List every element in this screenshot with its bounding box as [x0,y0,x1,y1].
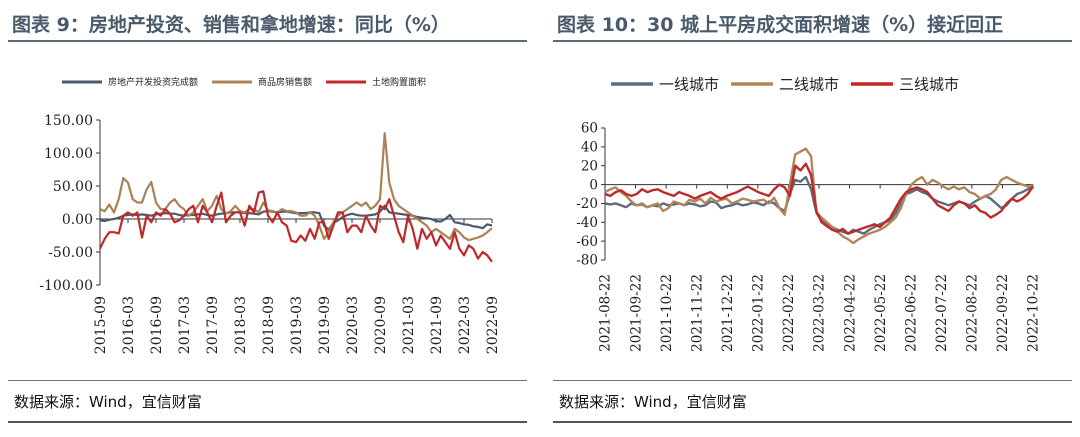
left-xtick-label-3: 2017-03 [177,296,193,354]
right-title-bar: 图表 10：30 城上平房成交面积增速（%）接近回正 [553,6,1072,42]
right-xtick-label-3: 2021-11-22 [689,274,705,352]
left-xtick-label-10: 2020-09 [373,296,389,354]
right-xtick-label-6: 2022-02-22 [781,274,797,352]
left-ytick-label-5: 150.00 [44,113,93,129]
left-legend-label-0: 房地产开发投资完成额 [108,76,198,88]
left-xtick-label-6: 2018-09 [261,296,277,354]
right-xtick-label-11: 2022-07-22 [934,274,950,352]
left-chart-panel: 图表 9：房地产投资、销售和拿地增速：同比（%） 房地产开发投资完成额 商品房销售… [0,0,535,437]
left-xtick-label-9: 2020-03 [345,296,361,354]
left-xtick-label-13: 2022-03 [457,296,473,354]
right-series-line-1 [604,147,1034,245]
left-xtick-label-14: 2022-09 [485,296,501,354]
right-ytick-label-0: -80 [576,253,598,269]
right-ytick-label-6: 40 [581,140,598,156]
left-ytick-label-4: 100.00 [44,146,93,162]
right-chart-title: 图表 10：30 城上平房成交面积增速（%）接近回正 [557,14,1004,36]
right-xtick-label-1: 2021-09-22 [628,274,644,352]
left-line-chart: 房地产开发投资完成额 商品房销售额 土地购置面积 -100.00 -50.00 0.00 5… [39,76,501,354]
right-ytick-label-1: -60 [576,234,598,250]
right-chart-panel: 图表 10：30 城上平房成交面积增速（%）接近回正 一线城市 二线城市 三线城市 -… [545,0,1080,437]
right-xtick-label-10: 2022-06-22 [903,274,919,352]
right-line-chart: 一线城市 二线城市 三线城市 -80 -60 -40 -20 0 20 40 60 2021-08-2… [576,75,1042,352]
left-xtick-label-11: 2021-03 [401,296,417,354]
left-xtick-label-8: 2019-09 [317,296,333,354]
left-xtick-label-2: 2016-09 [149,296,165,354]
left-series-line-2 [99,190,493,263]
right-xtick-label-14: 2022-10-22 [1026,274,1042,352]
right-ytick-label-3: -20 [576,196,598,212]
left-xtick-label-7: 2019-03 [289,296,305,354]
right-legend-label-0: 一线城市 [659,75,719,93]
right-xtick-label-13: 2022-09-22 [995,274,1011,352]
right-ytick-label-2: -40 [576,215,598,231]
right-xtick-label-12: 2022-08-22 [965,274,981,352]
right-source-text: 数据来源：Wind，宜信财富 [559,393,747,411]
right-source-bar: 数据来源：Wind，宜信财富 [553,380,1072,423]
left-xtick-label-5: 2018-03 [233,296,249,354]
left-series-line-0 [99,204,493,231]
left-ytick-label-3: 50.00 [53,179,93,195]
left-source-bar: 数据来源：Wind，宜信财富 [8,380,527,423]
right-legend-label-1: 二线城市 [779,75,839,93]
left-ytick-label-1: -50.00 [48,245,93,261]
left-legend-label-2: 土地购置面积 [372,76,426,88]
right-legend-label-2: 三线城市 [899,75,959,93]
right-xtick-label-8: 2022-04-22 [842,274,858,352]
left-xtick-label-1: 2016-03 [121,296,137,354]
right-xtick-label-7: 2022-03-22 [812,274,828,352]
left-ytick-label-2: 0.00 [62,212,93,228]
left-xtick-label-12: 2021-09 [429,296,445,354]
right-xtick-label-4: 2021-12-22 [720,274,736,352]
left-series-line-1 [99,132,493,242]
left-source-text: 数据来源：Wind，宜信财富 [14,393,202,411]
right-ytick-label-5: 20 [581,158,598,174]
right-xtick-label-0: 2021-08-22 [598,274,614,352]
right-ytick-label-4: 0 [589,177,598,193]
left-legend-label-1: 商品房销售额 [258,76,312,88]
left-title-bar: 图表 9：房地产投资、销售和拿地增速：同比（%） [8,6,527,42]
right-xtick-label-9: 2022-05-22 [873,274,889,352]
left-xtick-label-4: 2017-09 [205,296,221,354]
right-xtick-label-5: 2022-01-22 [751,274,767,352]
right-ytick-label-7: 60 [581,121,598,137]
right-series-line-2 [604,162,1034,235]
right-xtick-label-2: 2021-10-22 [659,274,675,352]
left-chart-title: 图表 9：房地产投资、销售和拿地增速：同比（%） [12,14,450,36]
left-ytick-label-0: -100.00 [39,278,93,294]
left-xtick-label-0: 2015-09 [93,296,109,354]
